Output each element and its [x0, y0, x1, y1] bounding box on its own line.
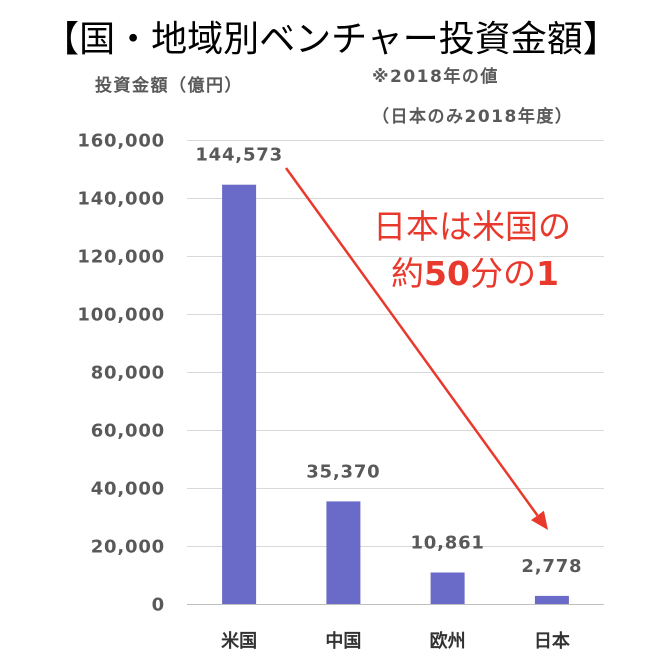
data-label: 35,370 — [306, 461, 380, 482]
data-label: 2,778 — [521, 556, 582, 577]
y-axis-label: 投資金額（億円） — [95, 75, 243, 96]
note-japan-fiscal-year: （日本のみ2018年度） — [372, 106, 573, 127]
annotation-arrow-line — [284, 167, 539, 517]
x-tick-label: 米国 — [221, 630, 257, 652]
bar — [222, 184, 257, 604]
annotation-arrowhead — [531, 510, 548, 530]
data-label: 144,573 — [195, 145, 283, 166]
y-axis-ticks: 0 20,000 40,000 60,000 80,000 100,000 120,000 1… — [77, 131, 165, 616]
gridlines — [187, 140, 604, 605]
bar — [430, 572, 465, 604]
y-tick-label: 0 — [152, 595, 165, 616]
annotation-text-line: 日本は米国の — [373, 207, 571, 246]
y-tick-label: 80,000 — [91, 363, 165, 384]
note-year: ※2018年の値 — [372, 66, 499, 87]
chart-title: 【国・地域別ベンチャー投資金額】 — [43, 19, 619, 60]
bar — [534, 595, 569, 604]
bars — [222, 184, 569, 604]
data-label: 10,861 — [410, 533, 484, 554]
x-tick-label: 欧州 — [430, 630, 466, 652]
y-tick-label: 20,000 — [91, 537, 165, 558]
data-labels: 144,573 35,370 10,861 2,778 — [195, 145, 582, 577]
y-tick-label: 140,000 — [77, 189, 165, 210]
x-axis-categories: 米国 中国 欧州 日本 — [221, 630, 570, 652]
y-tick-label: 100,000 — [77, 305, 165, 326]
x-tick-label: 日本 — [534, 630, 570, 652]
annotation-text-line: 約50分の1 — [391, 254, 559, 293]
y-tick-label: 160,000 — [77, 131, 165, 152]
y-tick-label: 120,000 — [77, 247, 165, 268]
y-tick-label: 40,000 — [91, 479, 165, 500]
x-tick-label: 中国 — [325, 630, 361, 652]
y-tick-label: 60,000 — [91, 421, 165, 442]
bar — [326, 501, 361, 604]
